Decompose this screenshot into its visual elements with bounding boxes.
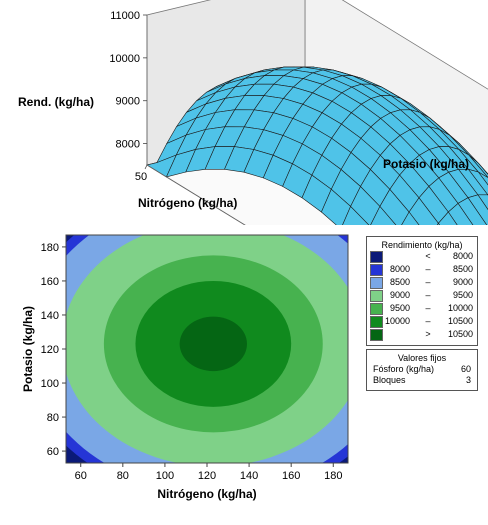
fixed-value-number: 60 xyxy=(460,364,471,374)
legend-entry: 9500 – 10000 xyxy=(367,302,477,315)
fixed-value-number: 3 xyxy=(465,375,471,385)
contour-x-tick-label: 60 xyxy=(75,470,87,482)
contour-y-tick-label: 60 xyxy=(47,446,59,458)
legend-operator: – xyxy=(425,316,431,326)
z-tick-label: 9000 xyxy=(116,96,140,108)
legend-high: 10000 xyxy=(447,303,473,313)
legend-entry: 8000 – 8500 xyxy=(367,263,477,276)
legend-operator: – xyxy=(425,303,431,313)
surface-cell xyxy=(401,211,420,225)
contour-y-tick-label: 100 xyxy=(41,378,59,390)
fixed-values-rows: Fósforo (kg/ha) 60 Bloques 3 xyxy=(367,364,477,386)
legend-rendimiento: Rendimiento (kg/ha) <8000 8000–8500 8500–9… xyxy=(366,236,478,346)
legend-high: 10500 xyxy=(447,329,473,339)
contour-y-label: Potasio (kg/ha) xyxy=(21,306,35,392)
contour-y-tick-label: 140 xyxy=(41,310,59,322)
legend-high: 10500 xyxy=(447,316,473,326)
legend-low: 9000 xyxy=(389,290,410,300)
contour-x-tick-label: 120 xyxy=(198,470,216,482)
surface-y-label: Potasio (kg/ha) xyxy=(383,157,469,171)
legend-swatch xyxy=(370,329,383,341)
contour-x-tick-label: 160 xyxy=(282,470,300,482)
x-axis-ticks: 50100150200 xyxy=(135,164,148,183)
surface-box-front xyxy=(146,15,246,225)
legend-entry: <8000 xyxy=(367,250,477,263)
surface-cell xyxy=(370,205,397,225)
fixed-values-title: Valores fijos xyxy=(397,353,447,363)
legend-low: 8000 xyxy=(389,264,410,274)
legend-low: 10000 xyxy=(384,316,410,326)
legend-high: 8500 xyxy=(452,264,473,274)
contour-x-label: Nitrógeno (kg/ha) xyxy=(157,487,256,501)
contour-bands xyxy=(66,235,348,463)
legend-operator: – xyxy=(425,290,431,300)
contour-x-tick-label: 180 xyxy=(324,470,342,482)
legend-swatch xyxy=(370,277,383,289)
x-tick-label: 50 xyxy=(135,171,147,183)
legend-swatch xyxy=(370,264,383,276)
legend-entry: >10500 xyxy=(367,328,477,341)
legend-entry: 9000 – 9500 xyxy=(367,289,477,302)
legend-operator: > xyxy=(425,329,431,339)
surface-x-label: Nitrógeno (kg/ha) xyxy=(138,196,237,210)
fixed-value-name: Fósforo (kg/ha) xyxy=(373,364,435,374)
legend-high: 9000 xyxy=(452,277,473,287)
fixed-value-row: Fósforo (kg/ha) 60 xyxy=(367,364,477,375)
contour-x-tick-label: 80 xyxy=(117,470,129,482)
z-axis-ticks: 8000 9000 10000 11000 xyxy=(109,10,147,151)
surface-z-label: Rend. (kg/ha) xyxy=(18,95,94,109)
surface-cell xyxy=(436,222,440,225)
x-tick xyxy=(144,164,148,170)
contour-y-tick-label: 120 xyxy=(41,344,59,356)
legend-swatch xyxy=(370,316,383,328)
surface-mesh xyxy=(146,66,488,225)
surface-cell xyxy=(438,211,458,225)
legend-operator: – xyxy=(425,277,431,287)
surface-cell xyxy=(447,202,474,225)
fixed-value-name: Bloques xyxy=(373,375,406,385)
legend-title: Rendimiento (kg/ha) xyxy=(381,240,463,250)
legend-high: 9500 xyxy=(452,290,473,300)
contour-y-tick-label: 180 xyxy=(41,242,59,254)
legend-swatch xyxy=(370,303,383,315)
legend-entry: 10000 – 10500 xyxy=(367,315,477,328)
contour-x-tick-label: 140 xyxy=(240,470,258,482)
legend-operator: < xyxy=(425,251,431,261)
z-tick-label: 8000 xyxy=(116,139,140,151)
contour-x-tick-label: 100 xyxy=(156,470,174,482)
legend-high: 8000 xyxy=(452,251,473,261)
legend-swatch xyxy=(370,290,383,302)
legend-low: 9500 xyxy=(389,303,410,313)
x-axis-line xyxy=(146,164,246,225)
contour-band-6 xyxy=(179,316,247,372)
contour-y-tick-label: 80 xyxy=(47,412,59,424)
legend-entry: 8500 – 9000 xyxy=(367,276,477,289)
fixed-values-box: Valores fijos Fósforo (kg/ha) 60 Bloques 3 xyxy=(366,349,478,391)
contour-y-ticks: 60 80 100 120 140 160 180 xyxy=(41,242,66,458)
legend-low: 8500 xyxy=(389,277,410,287)
surface-cell xyxy=(342,205,370,225)
legend-swatch xyxy=(370,251,383,263)
contour-plot: 60 80 100 120 140 160 180 6080100120140160180 … xyxy=(21,234,349,501)
z-tick-label: 11000 xyxy=(110,10,140,22)
contour-y-tick-label: 160 xyxy=(41,276,59,288)
fixed-value-row: Bloques 3 xyxy=(367,375,477,386)
legend-operator: – xyxy=(425,264,431,274)
legend-rows: <8000 8000–8500 8500–9000 9000–9500 9500–100… xyxy=(367,250,477,341)
z-tick-label: 10000 xyxy=(109,53,140,65)
contour-x-ticks: 60 80 100 120 140 160 180 xyxy=(75,463,342,482)
